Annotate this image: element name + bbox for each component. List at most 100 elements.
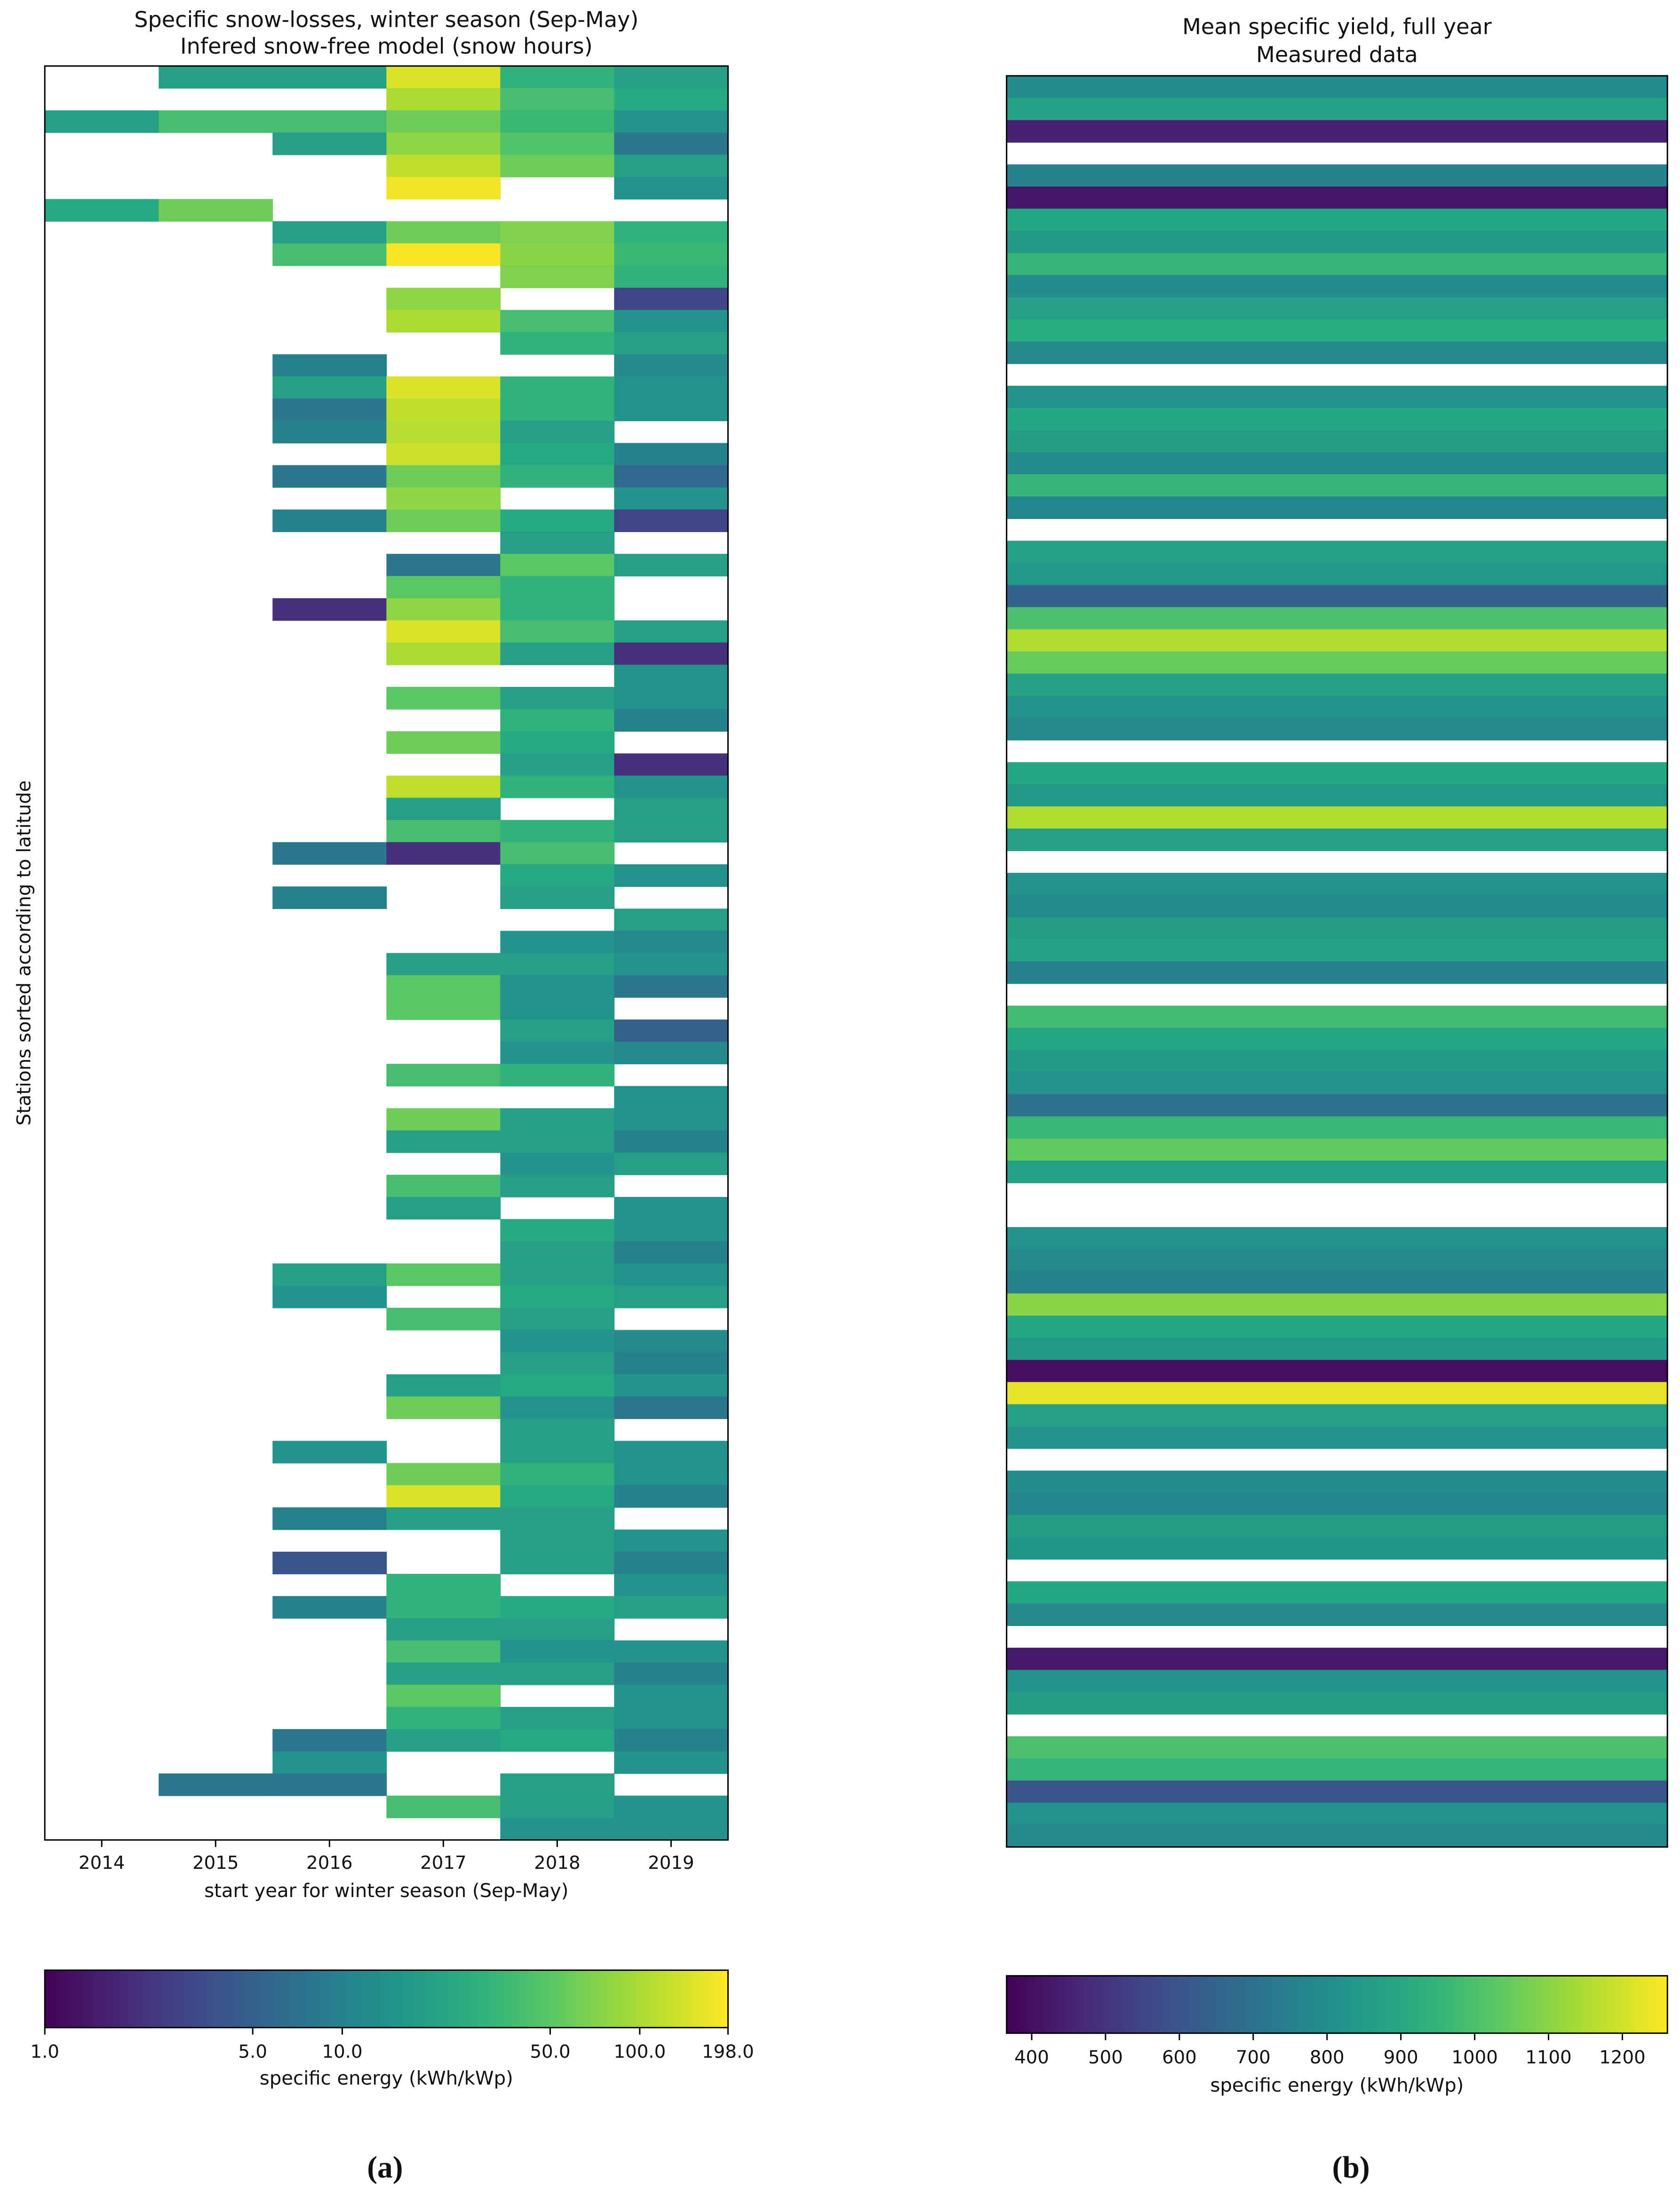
heatmap-cell [386,1684,501,1707]
heatmap-cell [386,1308,501,1331]
heatmap-cell [1006,1515,1668,1538]
heatmap-cell [272,1507,387,1530]
plot-frame [1006,75,1668,1848]
heatmap-cell [386,487,501,510]
heatmap-cell [500,1463,615,1486]
heatmap-cell [272,1441,387,1464]
heatmap-cell [500,1308,615,1331]
heatmap-cell [500,997,615,1020]
heatmap-cell [386,1574,501,1597]
heatmap-cell [500,88,615,111]
heatmap-cell [614,775,729,798]
colorbar-label: specific energy (kWh/kWp) [1210,2074,1464,2096]
heatmap-cell [1006,895,1668,918]
heatmap-cell [1006,430,1668,453]
heatmap-cell [1006,1758,1668,1781]
heatmap-cell [272,509,387,532]
colorbar-tick-label: 1100 [1525,2047,1571,2068]
heatmap-cell [614,110,729,133]
heatmap-cell [386,1174,501,1197]
heatmap-cell [500,332,615,355]
heatmap-cell [1006,563,1668,586]
heatmap-cell [500,975,615,998]
heatmap-cell [1006,1670,1668,1693]
heatmap-cell [500,465,615,488]
heatmap-cell [1006,231,1668,254]
heatmap-cell [500,1108,615,1131]
heatmap-cell [500,1773,615,1796]
heatmap-cell [614,1086,729,1109]
heatmap-cell [1006,1227,1668,1250]
heatmap-cell [1006,98,1668,121]
heatmap-cell [1006,1360,1668,1383]
heatmap-cell [500,1374,615,1397]
heatmap-cell [272,1263,387,1286]
heatmap-cell [1006,1537,1668,1560]
heatmap-cell [1006,873,1668,896]
heatmap-cell [614,953,729,976]
colorbar-tick-label: 1200 [1599,2047,1645,2068]
heatmap-cell [272,842,387,865]
heatmap-cell [500,1174,615,1197]
heatmap-cell [386,997,501,1020]
heatmap-cell [614,909,729,932]
heatmap-cell [1006,1382,1668,1405]
heatmap-cell [614,820,729,843]
heatmap-cell [1006,1116,1668,1139]
heatmap-cell [386,731,501,754]
heatmap-cell [272,1285,387,1308]
heatmap-cell [500,399,615,422]
heatmap-cell [1006,1603,1668,1626]
colorbar-tick-label: 900 [1384,2047,1418,2068]
heatmap-cell [1006,496,1668,519]
panel-label: (b) [1332,2151,1370,2185]
heatmap-cell [614,797,729,821]
x-tick-label: 2019 [648,1852,694,1874]
heatmap-cell [386,88,501,111]
heatmap-cell [386,66,501,89]
heatmap-cell [614,310,729,333]
heatmap-cell [500,310,615,333]
heatmap-cell [1006,1780,1668,1803]
heatmap-cell [386,1130,501,1153]
heatmap-cell [614,1108,729,1131]
chart-title: Mean specific yield, full year [1182,14,1492,39]
heatmap-cell [614,66,729,89]
heatmap-cell [159,66,273,89]
heatmap-cell [500,1330,615,1353]
heatmap-cell [500,1041,615,1065]
heatmap-cell [500,864,615,887]
heatmap-cell [1006,1271,1668,1294]
heatmap-cell [1006,541,1668,564]
colorbar-tick-label: 10.0 [322,2041,362,2062]
heatmap-cell [1006,1692,1668,1715]
heatmap-cell [1006,1138,1668,1161]
heatmap-cell [386,842,501,865]
plot-frame [44,65,729,1841]
heatmap-cell [1006,452,1668,475]
heatmap-cell [386,1396,501,1419]
heatmap-cell [500,554,615,577]
heatmap-cell [386,1729,501,1752]
heatmap-cell [1006,784,1668,807]
heatmap-cell [1006,253,1668,276]
heatmap-cell [386,1064,501,1087]
heatmap-cell [614,1551,729,1575]
heatmap-cell [500,886,615,909]
heatmap-cell [386,1263,501,1286]
heatmap-cell [614,931,729,954]
heatmap-cell [500,686,615,710]
x-tick-label: 2015 [192,1852,239,1874]
x-tick-label: 2018 [534,1852,580,1874]
heatmap-cell [500,576,615,599]
heatmap-cell [1006,341,1668,364]
heatmap-cell [614,1529,729,1552]
heatmap-cell [500,1130,615,1153]
colorbar-tick-label: 1000 [1451,2047,1497,2068]
heatmap-cell [159,199,273,222]
heatmap-cell [386,399,501,422]
heatmap-cell [614,354,729,377]
heatmap-cell [272,1729,387,1752]
heatmap-cell [45,110,159,133]
heatmap-cell [1006,1426,1668,1449]
